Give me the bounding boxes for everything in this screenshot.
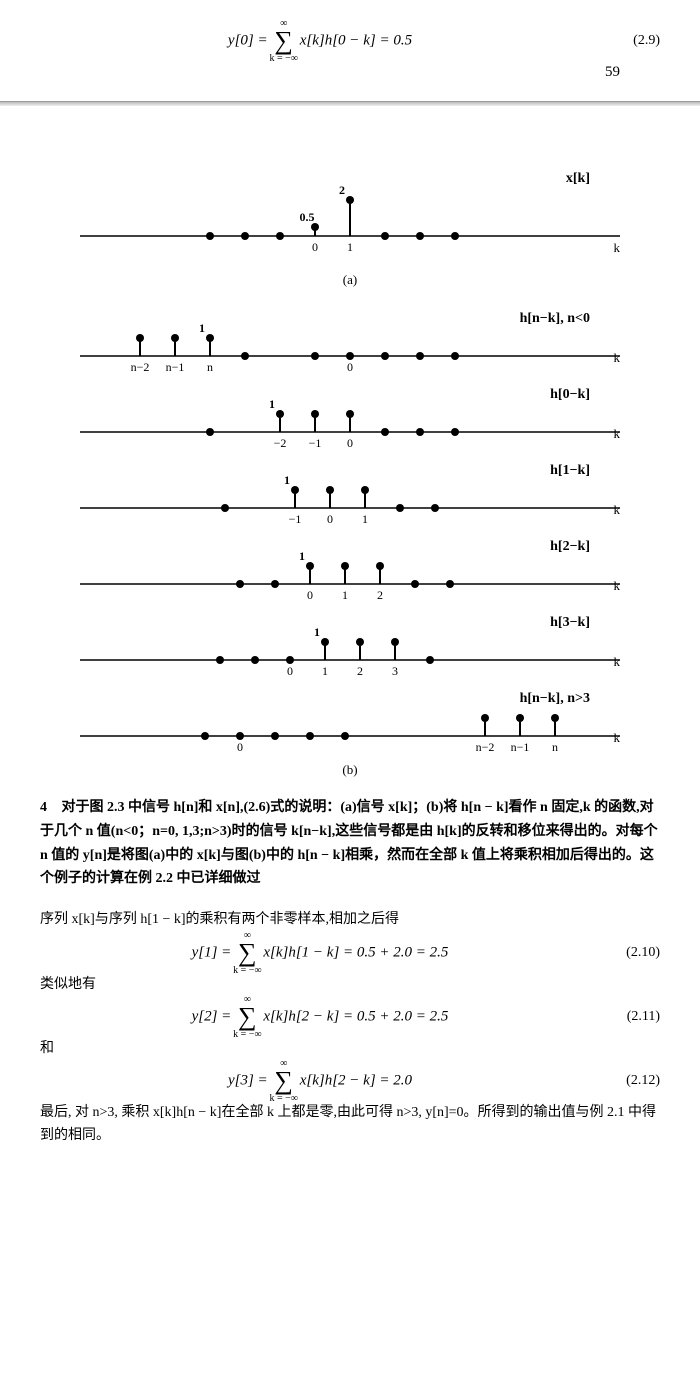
stem-plot-row: 1 0 1 2 3 h[3−k] k	[70, 610, 630, 680]
svg-text:1: 1	[342, 588, 348, 602]
plot-label: h[n−k], n<0	[520, 311, 590, 327]
svg-text:n: n	[552, 740, 558, 754]
figure-caption: 4 对于图 2.3 中信号 h[n]和 x[n],(2.6)式的说明：(a)信号…	[40, 796, 660, 891]
svg-text:2: 2	[357, 664, 363, 678]
svg-text:3: 3	[392, 664, 398, 678]
axis-label-k: k	[614, 654, 621, 670]
subcaption-a: (a)	[70, 272, 630, 288]
body-p3: 和	[40, 1038, 660, 1060]
equation-2-10: y[1] = ∞∑k = −∞ x[k]h[1 − k] = 0.5 + 2.0…	[40, 940, 660, 966]
svg-text:−1: −1	[309, 436, 322, 450]
svg-text:2: 2	[339, 183, 345, 197]
plot-label: h[0−k]	[550, 387, 590, 403]
page-number: 59	[40, 64, 620, 81]
svg-text:0: 0	[307, 588, 313, 602]
svg-text:n−1: n−1	[166, 360, 185, 374]
stem-plot-xk: 0.5 2 0 1 x[k] k	[70, 166, 630, 266]
equation-2-12: y[3] = ∞∑k = −∞ x[k]h[2 − k] = 2.0 (2.12…	[40, 1068, 660, 1094]
stem-plot-row: 1 n−2 n−1 n 0 h[n−k], n<0 k	[70, 306, 630, 376]
svg-text:0: 0	[327, 512, 333, 526]
body-p2: 类似地有	[40, 974, 660, 996]
svg-text:1: 1	[314, 625, 320, 639]
body-p4: 最后, 对 n>3, 乘积 x[k]h[n − k]在全部 k 上都是零,由此可…	[40, 1102, 660, 1147]
equation-2-9: y[0] = ∞∑k = −∞ x[k]h[0 − k] = 0.5 (2.9)	[40, 28, 660, 54]
svg-text:1: 1	[347, 240, 353, 254]
plot-label: h[n−k], n>3	[520, 691, 590, 707]
body-p1: 序列 x[k]与序列 h[1 − k]的乘积有两个非零样本,相加之后得	[40, 909, 660, 931]
equation-2-11: y[2] = ∞∑k = −∞ x[k]h[2 − k] = 0.5 + 2.0…	[40, 1004, 660, 1030]
svg-text:0: 0	[312, 240, 318, 254]
plot-label: h[2−k]	[550, 539, 590, 555]
stem-plot-row: 0 n−2 n−1 n h[n−k], n>3 k	[70, 686, 630, 756]
svg-text:1: 1	[269, 397, 275, 411]
plot-label: h[1−k]	[550, 463, 590, 479]
svg-text:0: 0	[287, 664, 293, 678]
stem-plot-row: 1 0 1 2 h[2−k] k	[70, 534, 630, 604]
eq-body: y[0] = ∞∑k = −∞ x[k]h[0 − k] = 0.5	[40, 28, 600, 54]
svg-text:1: 1	[199, 321, 205, 335]
axis-label-k: k	[614, 350, 621, 366]
stem-plot-row: 1 −2 −1 0 h[0−k] k	[70, 382, 630, 452]
svg-text:0: 0	[347, 360, 353, 374]
svg-text:2: 2	[377, 588, 383, 602]
svg-text:1: 1	[322, 664, 328, 678]
svg-text:0.5: 0.5	[300, 210, 315, 224]
axis-label-k: k	[614, 426, 621, 442]
axis-label-k: k	[614, 240, 621, 256]
axis-label-k: k	[614, 578, 621, 594]
svg-text:1: 1	[284, 473, 290, 487]
svg-text:n−2: n−2	[476, 740, 495, 754]
figure-2-4: 0.5201 x[k] k (a) 1n−2n−1n0h[n−k], n<0k1…	[70, 166, 630, 778]
svg-text:1: 1	[299, 549, 305, 563]
svg-text:n−1: n−1	[511, 740, 530, 754]
svg-text:0: 0	[347, 436, 353, 450]
svg-text:n−2: n−2	[131, 360, 150, 374]
svg-text:1: 1	[362, 512, 368, 526]
svg-text:0: 0	[237, 740, 243, 754]
page-separator	[0, 101, 700, 106]
svg-text:n: n	[207, 360, 213, 374]
axis-label-k: k	[614, 502, 621, 518]
axis-label-k: k	[614, 730, 621, 746]
svg-text:−2: −2	[274, 436, 287, 450]
plot-label: x[k]	[566, 171, 590, 187]
svg-text:−1: −1	[289, 512, 302, 526]
stem-plot-row: 1 −1 0 1 h[1−k] k	[70, 458, 630, 528]
eq-number: (2.9)	[600, 33, 660, 49]
plot-label: h[3−k]	[550, 615, 590, 631]
subcaption-b: (b)	[70, 762, 630, 778]
